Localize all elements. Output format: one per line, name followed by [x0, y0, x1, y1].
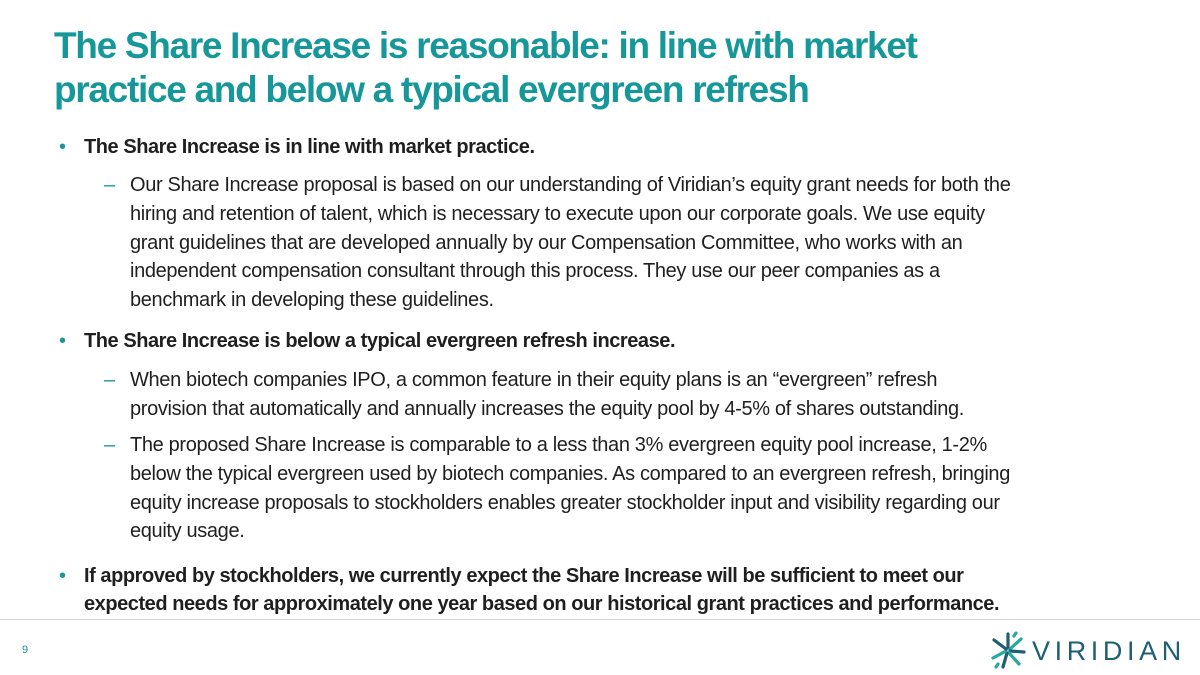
sub-bullet-text: below the typical evergreen used by biot…: [130, 462, 1010, 485]
bullet-marker: •: [59, 565, 66, 587]
bullet-market-practice: • The Share Increase is in line with mar…: [59, 133, 1154, 161]
sub-bullet-text: hiring and retention of talent, which is…: [130, 202, 985, 225]
sub-bullet-ipo-evergreen: – When biotech companies IPO, a common f…: [104, 366, 1170, 424]
slide-title: The Share Increase is reasonable: in lin…: [54, 24, 1154, 112]
bullet-evergreen-refresh: • The Share Increase is below a typical …: [59, 327, 1154, 355]
bullet-text: expected needs for approximately one yea…: [84, 593, 1000, 615]
title-line: The Share Increase is reasonable: in lin…: [54, 25, 918, 66]
sub-bullet-proposal-basis: – Our Share Increase proposal is based o…: [104, 171, 1170, 315]
sub-bullet-comparison: – The proposed Share Increase is compara…: [104, 431, 1170, 546]
sub-bullet-text: independent compensation consultant thro…: [130, 260, 940, 283]
sub-bullet-marker: –: [104, 369, 115, 391]
viridian-logo: VIRIDIAN: [988, 628, 1188, 672]
sub-bullet-marker: –: [104, 434, 115, 456]
bullet-text: The Share Increase is in line with marke…: [84, 136, 535, 158]
sub-bullet-text: equity usage.: [130, 520, 245, 543]
page-number: 9: [22, 644, 29, 656]
bullet-text: The Share Increase is below a typical ev…: [84, 330, 676, 352]
bullet-sufficiency: • If approved by stockholders, we curren…: [59, 562, 1154, 618]
sub-bullet-text: grant guidelines that are developed annu…: [130, 231, 963, 254]
sub-bullet-text: provision that automatically and annuall…: [130, 397, 965, 420]
viridian-star-icon: [991, 631, 1026, 669]
title-line: practice and below a typical evergreen r…: [54, 69, 810, 110]
sub-bullet-text: Our Share Increase proposal is based on …: [130, 174, 1011, 196]
logo-wordmark: VIRIDIAN: [1032, 636, 1186, 666]
sub-bullet-text: benchmark in developing these guidelines…: [130, 289, 494, 312]
footer-divider: [0, 619, 1200, 620]
bullet-text: If approved by stockholders, we currentl…: [84, 565, 964, 587]
sub-bullet-text: The proposed Share Increase is comparabl…: [130, 434, 987, 456]
bullet-marker: •: [59, 330, 66, 352]
sub-bullet-marker: –: [104, 174, 115, 196]
sub-bullet-text: When biotech companies IPO, a common fea…: [130, 369, 938, 391]
bullet-marker: •: [59, 136, 66, 158]
sub-bullet-text: equity increase proposals to stockholder…: [130, 491, 1000, 514]
